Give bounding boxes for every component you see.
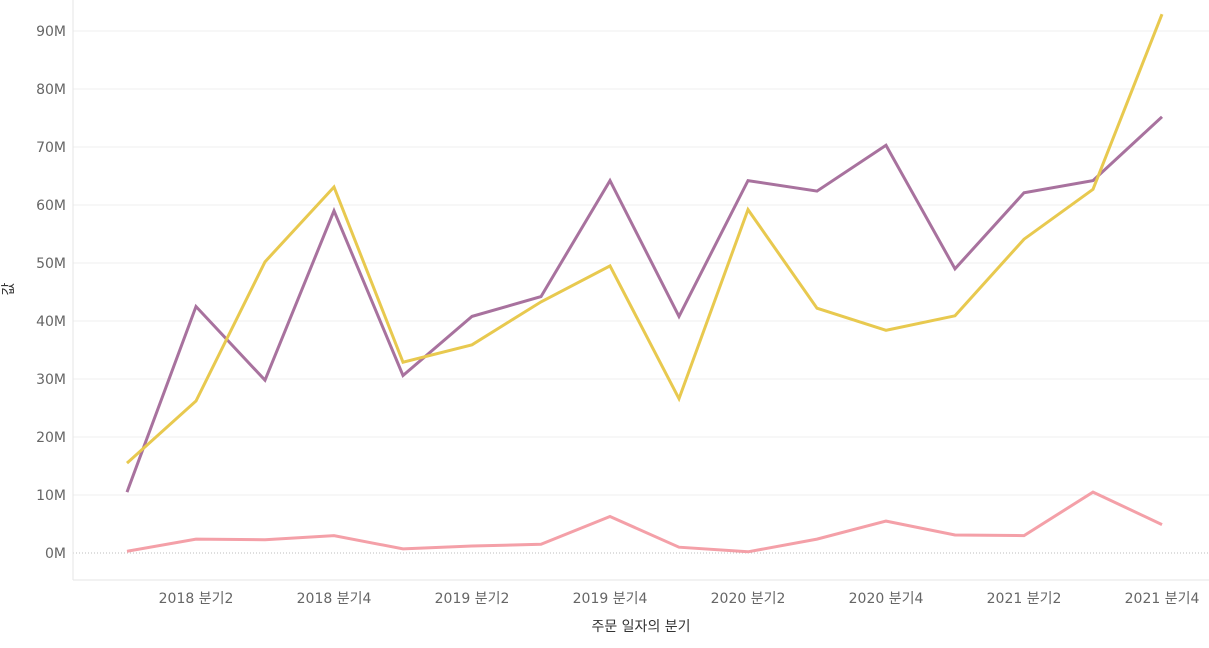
x-tick-label: 2018 분기2	[159, 591, 234, 607]
series-line-3	[126, 490, 1163, 554]
series-line-1	[125, 115, 1164, 493]
y-tick-label: 10M	[36, 488, 66, 504]
x-tick-labels: 2018 분기2 2018 분기4 2019 분기2 2019 분기4 2020 분기2…	[159, 591, 1200, 607]
y-tick-labels: 0M 10M 20M 30M 40M 50M 60M 70M 80M 90M	[36, 24, 66, 562]
y-tick-label: 40M	[36, 314, 66, 330]
y-tick-label: 90M	[36, 24, 66, 40]
x-tick-label: 2020 분기2	[711, 591, 786, 607]
x-tick-label: 2021 분기2	[987, 591, 1062, 607]
y-tick-label: 60M	[36, 198, 66, 214]
x-tick-label: 2021 분기4	[1125, 591, 1200, 607]
series-lines	[125, 13, 1164, 554]
y-tick-label: 0M	[45, 546, 66, 562]
x-tick-label: 2020 분기4	[849, 591, 924, 607]
y-tick-label: 80M	[36, 82, 66, 98]
x-axis-title: 주문 일자의 분기	[591, 619, 690, 635]
y-tick-label: 50M	[36, 256, 66, 272]
x-tick-label: 2019 분기4	[573, 591, 648, 607]
x-tick-label: 2019 분기2	[435, 591, 510, 607]
y-axis-title: 값	[1, 282, 17, 295]
x-tick-label: 2018 분기4	[297, 591, 372, 607]
series-line-2	[125, 13, 1164, 465]
y-tick-label: 70M	[36, 140, 66, 156]
y-tick-label: 20M	[36, 430, 66, 446]
gridlines	[73, 30, 1209, 554]
y-tick-label: 30M	[36, 372, 66, 388]
